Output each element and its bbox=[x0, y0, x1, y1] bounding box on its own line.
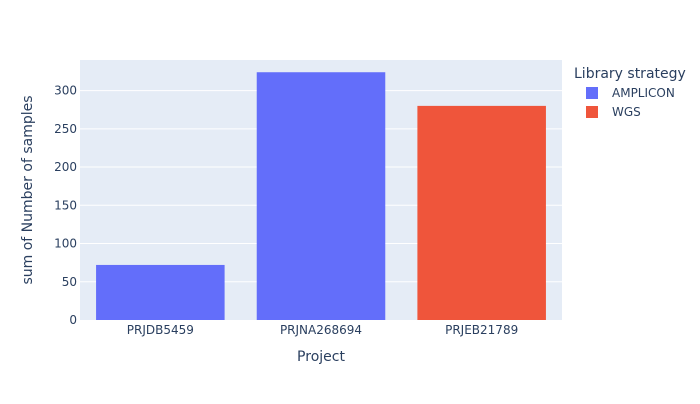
y-tick-label: 250 bbox=[54, 122, 77, 136]
y-axis-title: sum of Number of samples bbox=[20, 95, 36, 284]
legend-label-amplicon: AMPLICON bbox=[612, 86, 675, 100]
y-axis-ticks: 0 50 100 150 200 250 300 bbox=[54, 84, 77, 327]
x-tick-label: PRJEB21789 bbox=[445, 323, 518, 337]
y-tick-label: 300 bbox=[54, 84, 77, 98]
bar-prjeb21789[interactable] bbox=[417, 105, 546, 320]
bar-prjdb5459[interactable] bbox=[96, 264, 225, 320]
legend-items: AMPLICON WGS bbox=[586, 86, 675, 119]
legend: Library strategy AMPLICON WGS bbox=[574, 66, 686, 119]
legend-label-wgs: WGS bbox=[612, 105, 641, 119]
y-tick-label: 50 bbox=[62, 275, 77, 289]
y-tick-label: 100 bbox=[54, 237, 77, 251]
y-tick-label: 0 bbox=[69, 313, 77, 327]
x-axis-ticks: PRJDB5459 PRJNA268694 PRJEB21789 bbox=[127, 323, 518, 337]
legend-swatch-wgs bbox=[586, 106, 598, 118]
y-tick-label: 150 bbox=[54, 198, 77, 212]
x-tick-label: PRJDB5459 bbox=[127, 323, 194, 337]
bar-prjna268694[interactable] bbox=[256, 72, 386, 320]
bars bbox=[96, 72, 546, 320]
x-tick-label: PRJNA268694 bbox=[280, 323, 362, 337]
legend-title: Library strategy bbox=[574, 66, 686, 82]
legend-swatch-amplicon bbox=[586, 87, 598, 99]
x-axis-title: Project bbox=[297, 349, 345, 365]
y-tick-label: 200 bbox=[54, 160, 77, 174]
